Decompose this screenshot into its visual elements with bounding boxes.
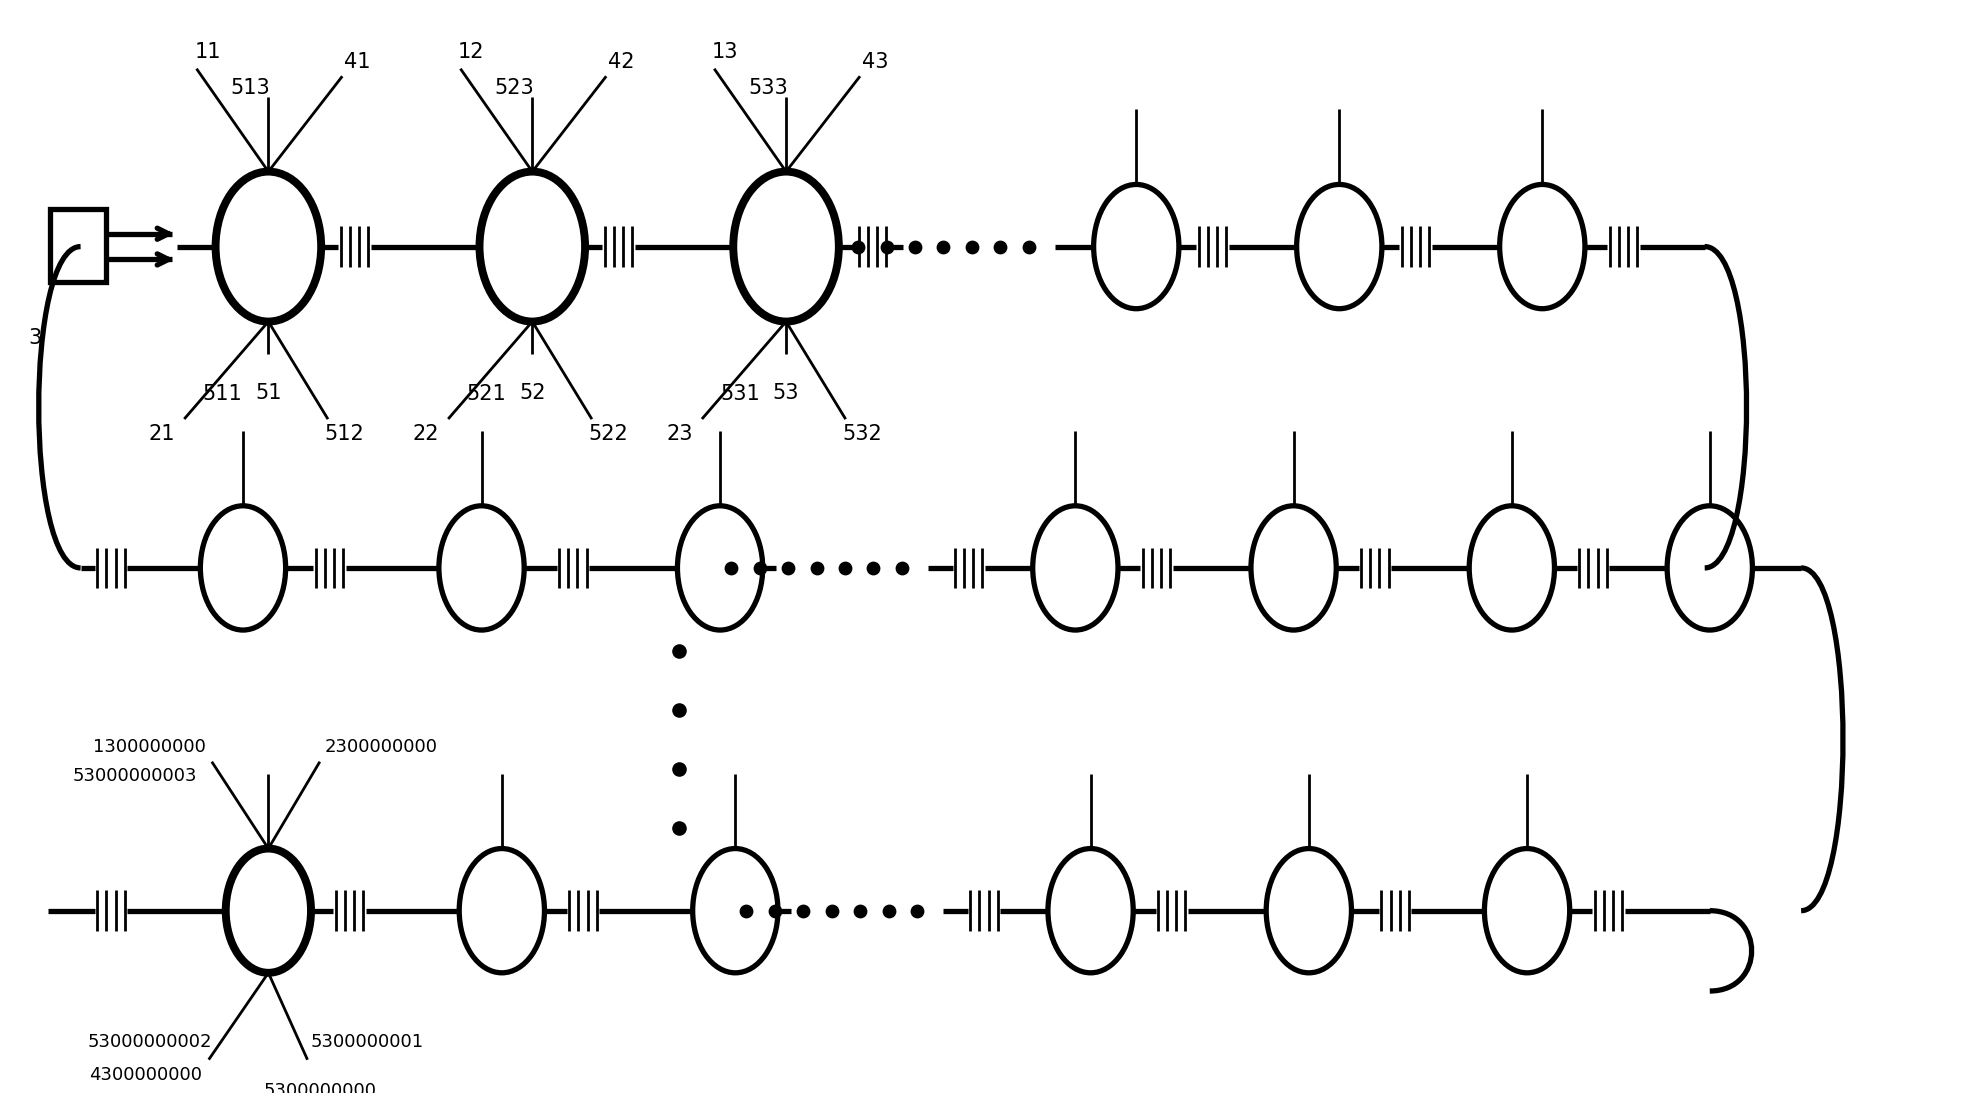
- Bar: [49, 209, 106, 282]
- Point: [1014, 238, 1045, 256]
- Text: 23: 23: [667, 424, 693, 444]
- Text: 51: 51: [256, 384, 281, 403]
- Text: 41: 41: [344, 52, 370, 72]
- Text: 5300000001: 5300000001: [311, 1034, 425, 1051]
- Point: [956, 238, 988, 256]
- Point: [901, 902, 933, 919]
- Text: 523: 523: [494, 78, 533, 98]
- Point: [663, 643, 695, 660]
- Text: 13: 13: [712, 42, 738, 61]
- Text: 513: 513: [230, 78, 270, 98]
- Text: 52: 52: [520, 384, 545, 403]
- Text: 5300000000: 5300000000: [264, 1082, 376, 1093]
- Text: 521: 521: [466, 385, 506, 404]
- Text: 1300000000: 1300000000: [92, 738, 205, 755]
- Point: [787, 902, 819, 919]
- Point: [663, 760, 695, 777]
- Point: [844, 902, 876, 919]
- Point: [771, 560, 803, 577]
- Point: [858, 560, 890, 577]
- Text: 522: 522: [588, 424, 628, 444]
- Text: 53000000002: 53000000002: [89, 1034, 213, 1051]
- Point: [927, 238, 958, 256]
- Point: [801, 560, 832, 577]
- Point: [716, 560, 748, 577]
- Text: 43: 43: [862, 52, 890, 72]
- Text: 511: 511: [203, 385, 242, 404]
- Text: 11: 11: [195, 42, 220, 61]
- Point: [663, 701, 695, 718]
- Point: [874, 902, 905, 919]
- Point: [730, 902, 762, 919]
- Text: 53000000003: 53000000003: [73, 766, 197, 785]
- Text: 532: 532: [842, 424, 882, 444]
- Text: 512: 512: [325, 424, 364, 444]
- Text: 2300000000: 2300000000: [325, 738, 437, 755]
- Point: [760, 902, 791, 919]
- Point: [817, 902, 848, 919]
- Point: [842, 238, 874, 256]
- Point: [984, 238, 1015, 256]
- Text: 531: 531: [720, 385, 760, 404]
- Text: 42: 42: [608, 52, 636, 72]
- Point: [870, 238, 901, 256]
- Point: [663, 819, 695, 836]
- Point: [886, 560, 917, 577]
- Text: 22: 22: [413, 424, 439, 444]
- Point: [899, 238, 931, 256]
- Point: [744, 560, 775, 577]
- Text: 21: 21: [148, 424, 175, 444]
- Text: 4300000000: 4300000000: [89, 1066, 203, 1083]
- Point: [829, 560, 860, 577]
- Text: 3: 3: [28, 328, 41, 348]
- Text: 12: 12: [459, 42, 484, 61]
- Text: 533: 533: [748, 78, 787, 98]
- Text: 53: 53: [773, 384, 799, 403]
